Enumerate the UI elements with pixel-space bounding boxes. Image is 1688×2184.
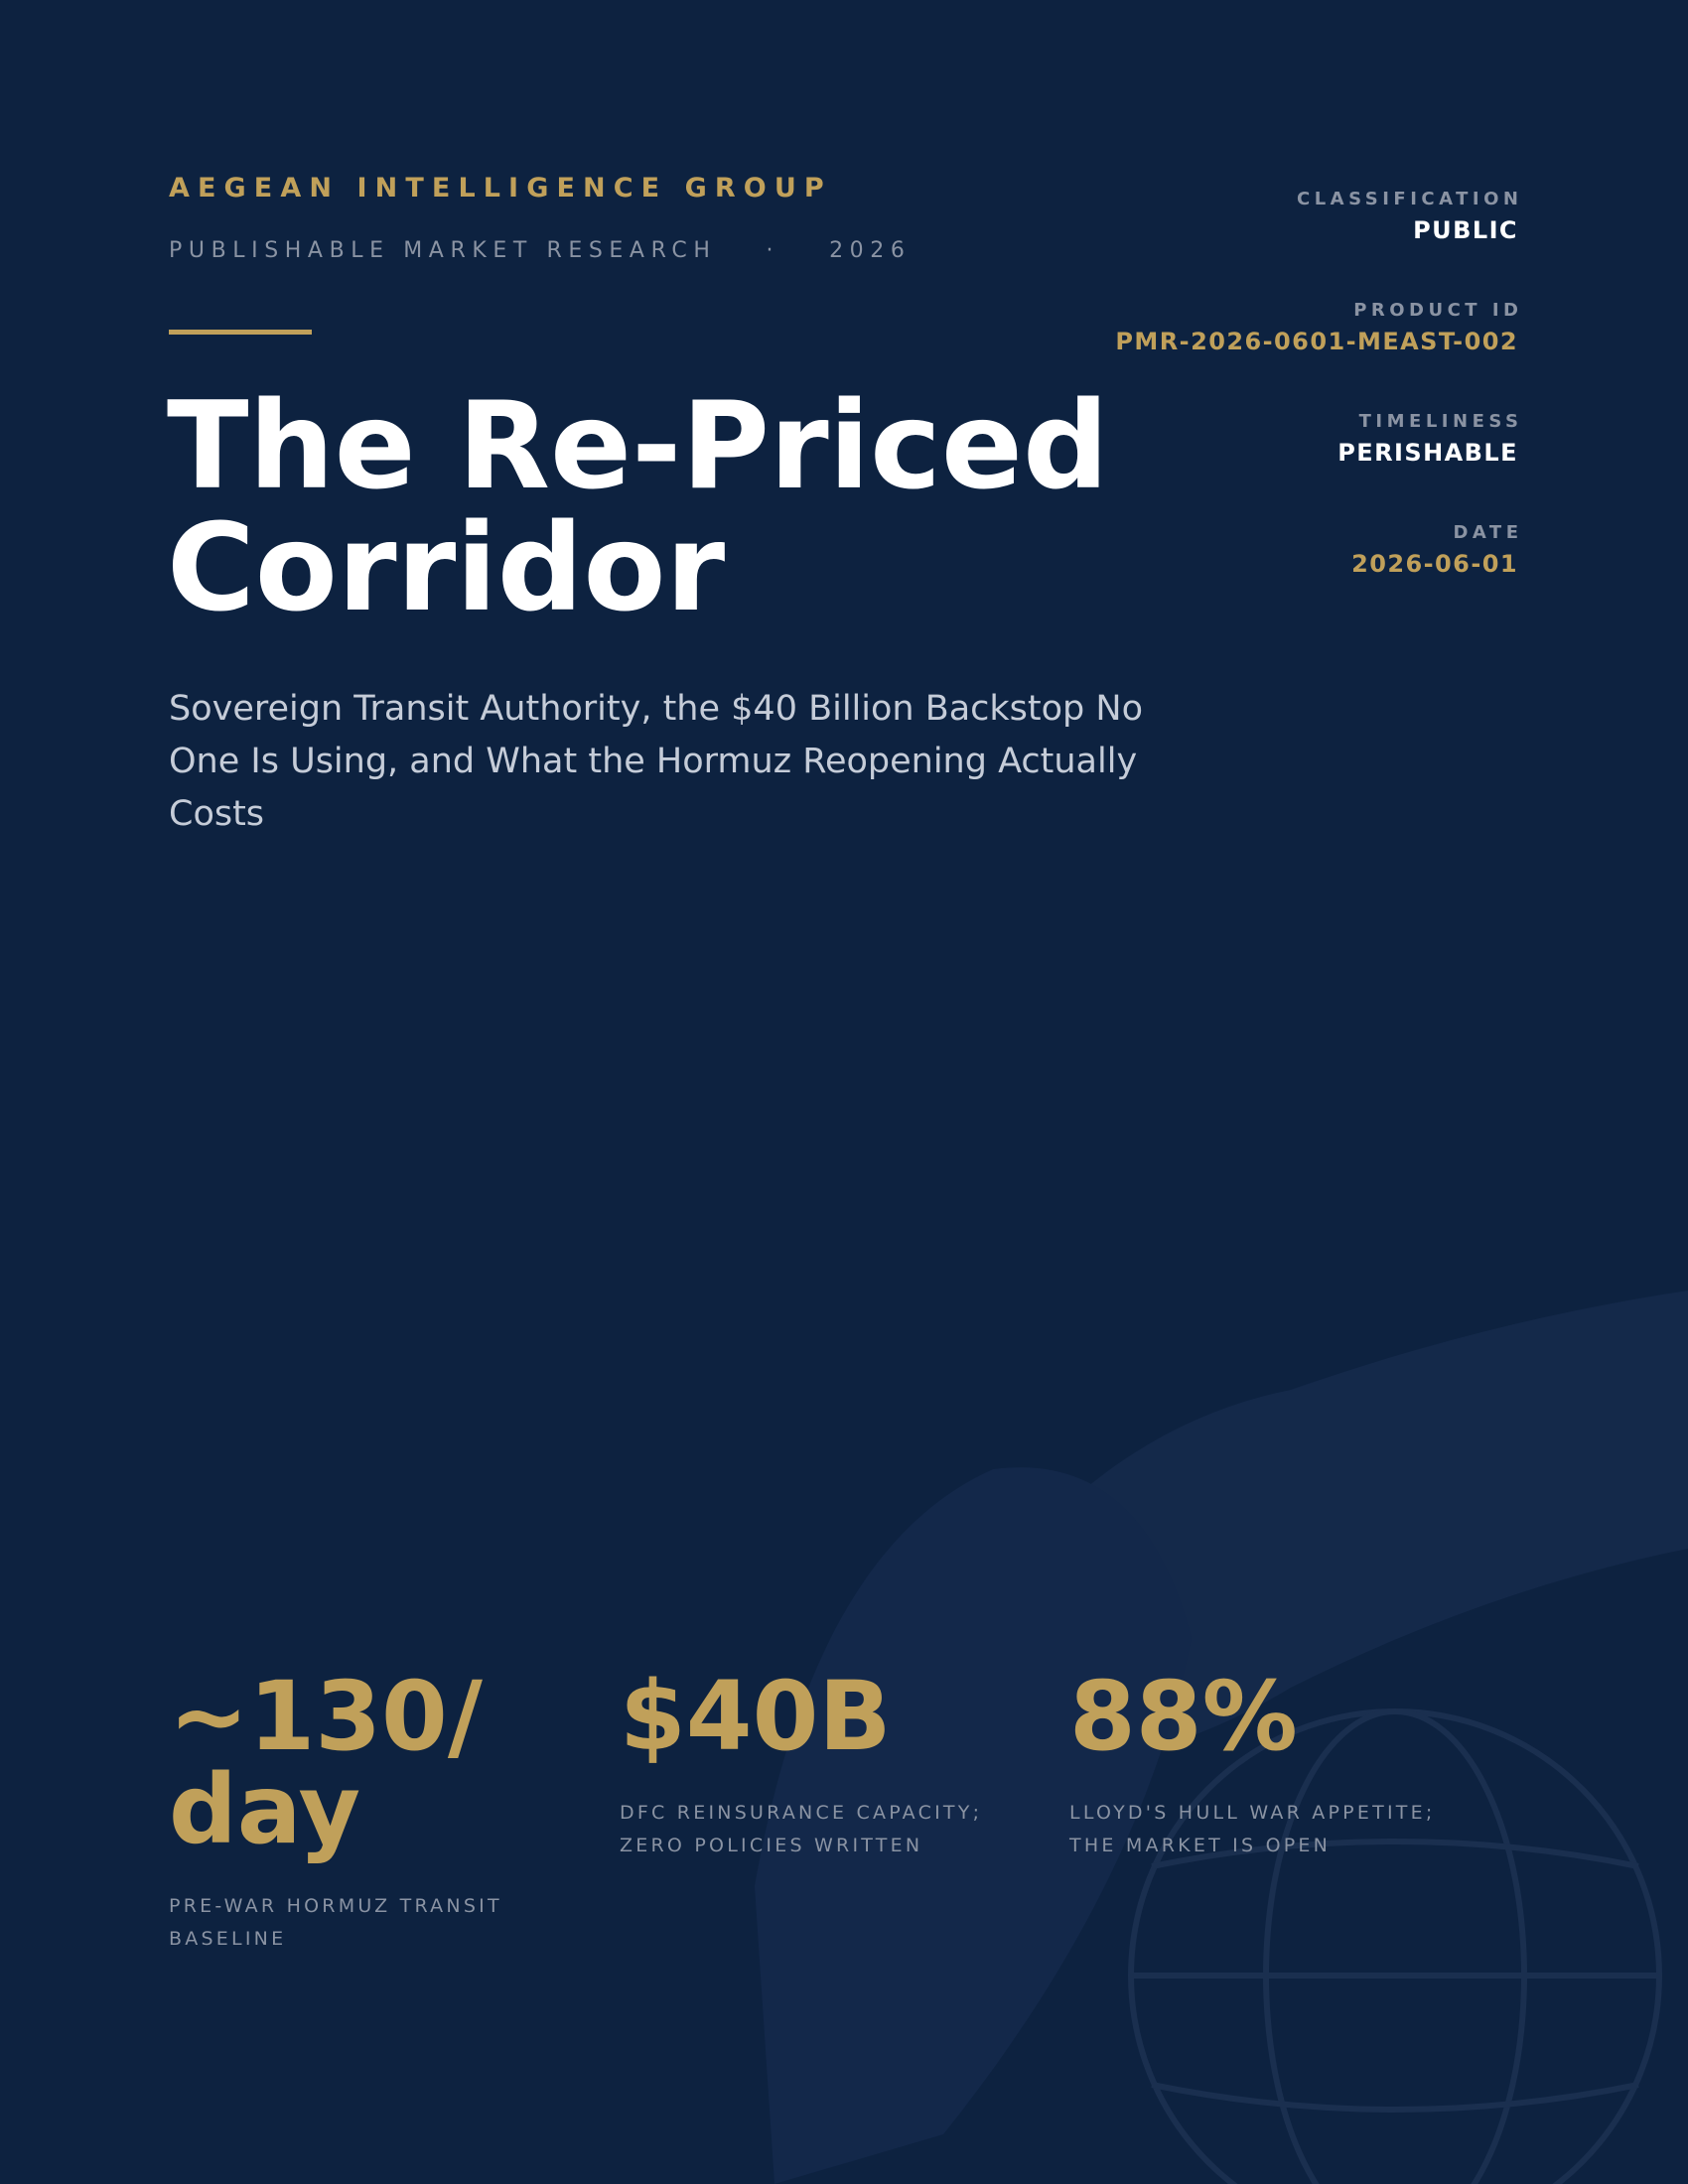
meta-value: PERISHABLE bbox=[1337, 439, 1518, 467]
stat-value: 88% bbox=[1069, 1661, 1298, 1772]
stat-label: DFC REINSURANCE CAPACITY; ZERO POLICIES … bbox=[620, 1802, 983, 1856]
separator: · bbox=[766, 238, 780, 263]
meta-item: PRODUCT ID PMR-2026-0601-MEAST-002 bbox=[1115, 300, 1518, 411]
meta-item: DATE 2026-06-01 bbox=[1115, 522, 1518, 633]
stat-label: LLOYD'S HULL WAR APPETITE; THE MARKET IS… bbox=[1069, 1802, 1436, 1856]
year: 2026 bbox=[829, 238, 912, 263]
stat: 88% LLOYD'S HULL WAR APPETITE; THE MARKET… bbox=[1069, 1661, 1447, 1862]
org-name: AEGEAN INTELLIGENCE GROUP bbox=[169, 173, 832, 204]
series: PUBLISHABLE MARKET RESEARCH bbox=[169, 238, 717, 263]
meta-panel: CLASSIFICATION PUBLIC PRODUCT ID PMR-2026-0… bbox=[1115, 189, 1518, 633]
stat-value: $40B bbox=[620, 1661, 892, 1772]
title: The Re-Priced Corridor bbox=[167, 385, 1109, 629]
accent-rule bbox=[169, 330, 312, 335]
meta-label: DATE bbox=[1453, 522, 1523, 543]
meta-value: PUBLIC bbox=[1413, 216, 1518, 244]
subtitle: Sovereign Transit Authority, the $40 Bil… bbox=[169, 689, 1143, 834]
meta-label: PRODUCT ID bbox=[1353, 300, 1523, 321]
series-line: PUBLISHABLE MARKET RESEARCH · 2026 bbox=[169, 238, 911, 263]
meta-value: 2026-06-01 bbox=[1351, 550, 1518, 578]
title-line: The Re-Priced bbox=[167, 376, 1109, 516]
meta-label: CLASSIFICATION bbox=[1296, 189, 1523, 209]
meta-item: TIMELINESS PERISHABLE bbox=[1115, 411, 1518, 522]
meta-item: CLASSIFICATION PUBLIC bbox=[1115, 189, 1518, 300]
stat-value: ~130/day bbox=[169, 1661, 483, 1865]
title-line: Corridor bbox=[167, 498, 726, 638]
stat: ~130/day PRE-WAR HORMUZ TRANSIT BASELINE bbox=[169, 1661, 546, 1956]
stat-label: PRE-WAR HORMUZ TRANSIT BASELINE bbox=[169, 1895, 502, 1950]
stat: $40B DFC REINSURANCE CAPACITY; ZERO POLIC… bbox=[620, 1661, 997, 1862]
meta-value: PMR-2026-0601-MEAST-002 bbox=[1115, 328, 1518, 355]
meta-label: TIMELINESS bbox=[1358, 411, 1523, 432]
